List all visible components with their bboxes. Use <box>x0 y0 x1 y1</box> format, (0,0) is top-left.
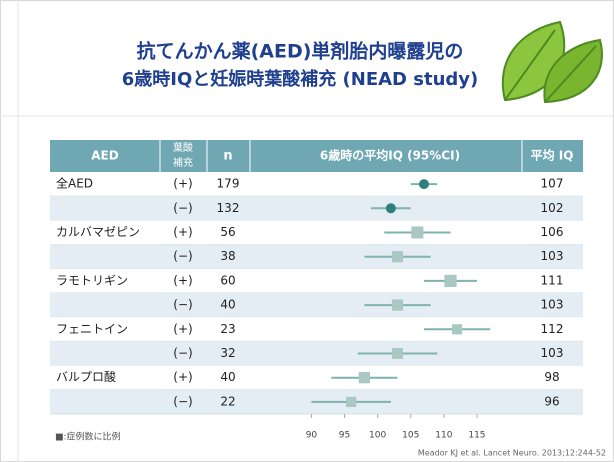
folate-label: (−) <box>173 201 192 215</box>
x-tick-label: 95 <box>339 431 350 441</box>
row-bg <box>50 196 583 220</box>
folate-label: (+) <box>173 273 192 287</box>
header-n: n <box>223 149 232 164</box>
mean-label: 102 <box>541 201 564 215</box>
row-bg <box>50 245 583 269</box>
slide: 抗てんかん薬(AED)単剤胎内曝露児の 6歳時IQと妊娠時葉酸補充 (NEAD … <box>0 0 614 462</box>
row-bg <box>50 366 583 390</box>
point-marker <box>452 324 462 334</box>
mean-label: 106 <box>541 225 564 239</box>
row-bg <box>50 341 583 365</box>
x-tick-label: 105 <box>402 431 419 441</box>
folate-label: (−) <box>173 298 192 312</box>
n-label: 56 <box>220 225 235 239</box>
header-mean: 平均 IQ <box>531 148 574 163</box>
folate-label: (−) <box>173 394 192 408</box>
row-bg <box>50 293 583 317</box>
n-label: 40 <box>220 370 235 384</box>
table-header <box>50 140 583 172</box>
mean-label: 107 <box>541 177 564 191</box>
title-line: 抗てんかん薬(AED)単剤胎内曝露児の <box>137 40 464 63</box>
mean-label: 103 <box>541 249 564 263</box>
folate-label: (+) <box>173 225 192 239</box>
point-marker <box>386 203 396 213</box>
x-tick-label: 110 <box>435 431 452 441</box>
n-label: 22 <box>220 394 235 408</box>
point-marker <box>392 251 403 262</box>
point-marker <box>411 226 423 238</box>
n-label: 32 <box>220 346 235 360</box>
point-marker <box>419 179 429 189</box>
n-label: 179 <box>217 177 240 191</box>
header-plot: 6歳時の平均IQ (95%CI) <box>320 148 460 163</box>
n-label: 60 <box>220 273 235 287</box>
mean-label: 98 <box>544 370 559 384</box>
mean-label: 96 <box>544 394 559 408</box>
mean-label: 103 <box>541 298 564 312</box>
row-bg <box>50 317 583 341</box>
folate-label: (+) <box>173 322 192 336</box>
aed-label: ラモトリギン <box>56 273 128 287</box>
aed-label: フェニトイン <box>56 322 128 336</box>
header-folate: 補充 <box>173 156 193 169</box>
x-tick-label: 100 <box>369 431 386 441</box>
x-tick-label: 115 <box>468 431 485 441</box>
footnote: ■:症例数に比例 <box>55 431 121 443</box>
point-marker <box>392 299 403 310</box>
row-bg <box>50 172 583 196</box>
aed-label: バルプロ酸 <box>56 369 116 384</box>
folate-label: (+) <box>173 370 192 384</box>
n-label: 23 <box>220 322 235 336</box>
point-marker <box>444 275 456 287</box>
mean-label: 112 <box>541 322 564 336</box>
mean-label: 103 <box>541 346 564 360</box>
n-label: 40 <box>220 298 235 312</box>
point-marker <box>392 348 403 359</box>
source: Meador KJ et al. Lancet Neuro. 2013;12:2… <box>418 449 606 458</box>
folate-label: (−) <box>173 249 192 263</box>
header-folate: 葉酸 <box>173 141 193 154</box>
aed-label: カルバマゼピン <box>56 225 140 239</box>
folate-label: (+) <box>173 177 192 191</box>
title-line: 6歳時IQと妊娠時葉酸補充 (NEAD study) <box>122 68 479 90</box>
row-bg <box>50 269 583 293</box>
mean-label: 111 <box>541 273 564 287</box>
header-aed: AED <box>91 149 118 163</box>
aed-label: 全AED <box>56 176 93 191</box>
n-label: 132 <box>217 201 240 215</box>
point-marker <box>346 397 356 407</box>
point-marker <box>359 372 370 383</box>
folate-label: (−) <box>173 346 192 360</box>
x-tick-label: 90 <box>306 431 318 441</box>
n-label: 38 <box>220 249 235 263</box>
